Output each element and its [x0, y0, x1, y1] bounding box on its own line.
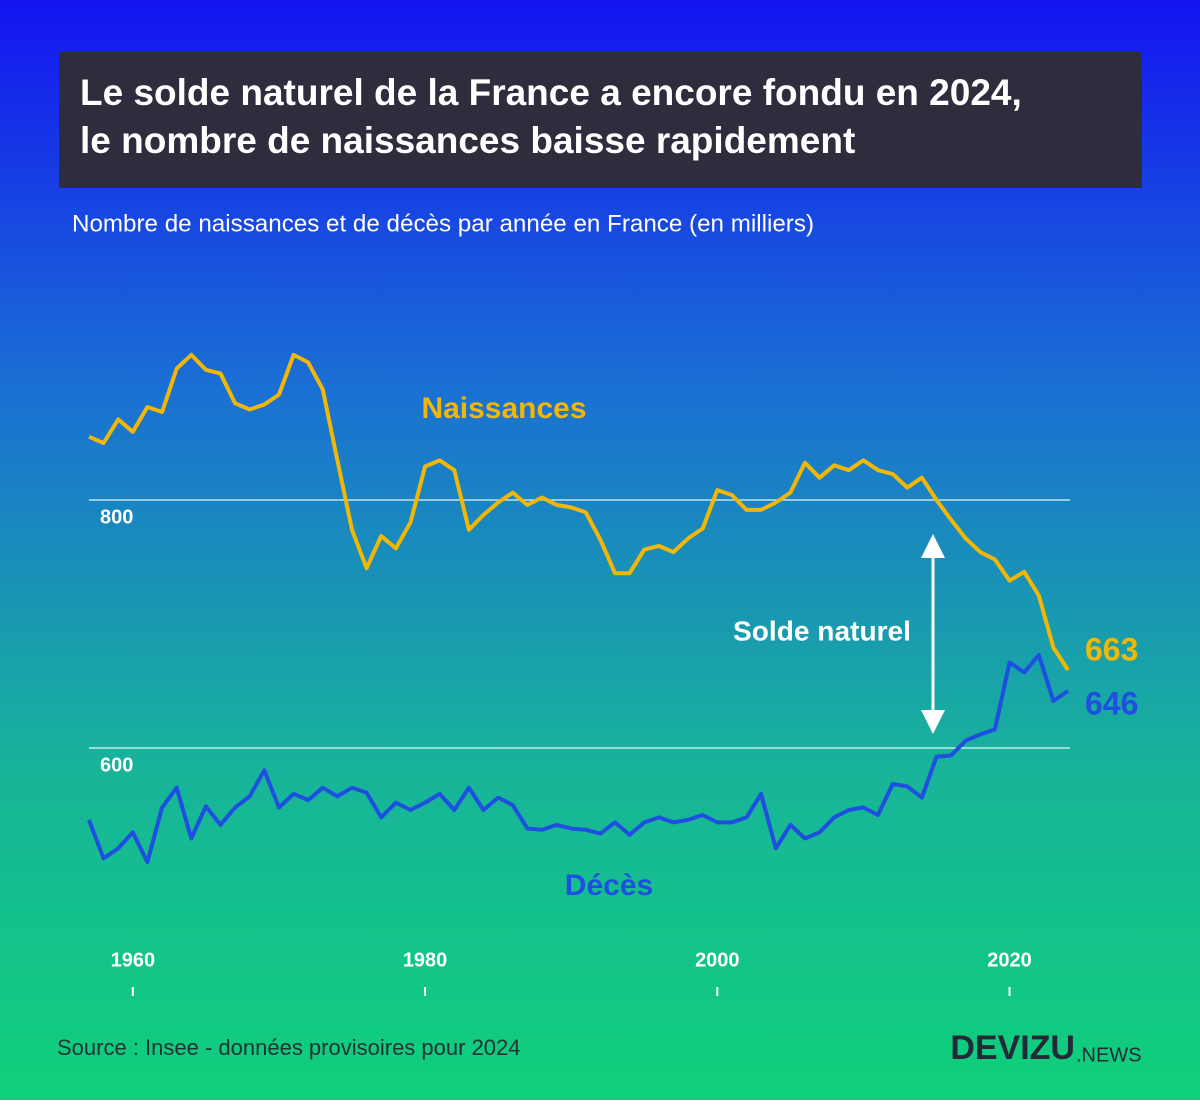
- y-tick-label: 800: [100, 506, 133, 528]
- x-tick-label: 2020: [987, 949, 1032, 971]
- x-tick-label: 1980: [403, 949, 448, 971]
- source: Source : Insee - données provisoires pou…: [57, 1035, 521, 1060]
- y-tick-label: 600: [100, 754, 133, 776]
- series-label: Naissances: [421, 392, 586, 425]
- x-tick-label: 2000: [695, 949, 740, 971]
- line: [88, 352, 1070, 671]
- x-tick-label: 1960: [111, 949, 156, 971]
- annotation: Solde naturel: [733, 615, 911, 646]
- brand-suffix: .NEWS: [1076, 1044, 1142, 1066]
- chart-title: le nombre de naissances baisse rapidemen…: [80, 120, 855, 161]
- series-label: Décès: [565, 869, 653, 902]
- title-box: [59, 52, 1142, 188]
- brand: DEVIZU: [950, 1029, 1075, 1067]
- value-label: 646: [1085, 685, 1138, 721]
- chart-title: Le solde naturel de la France a encore f…: [80, 72, 1022, 113]
- value-label: 663: [1085, 631, 1138, 667]
- line: [87, 653, 1070, 865]
- subtitle: Nombre de naissances et de décès par ann…: [72, 210, 814, 237]
